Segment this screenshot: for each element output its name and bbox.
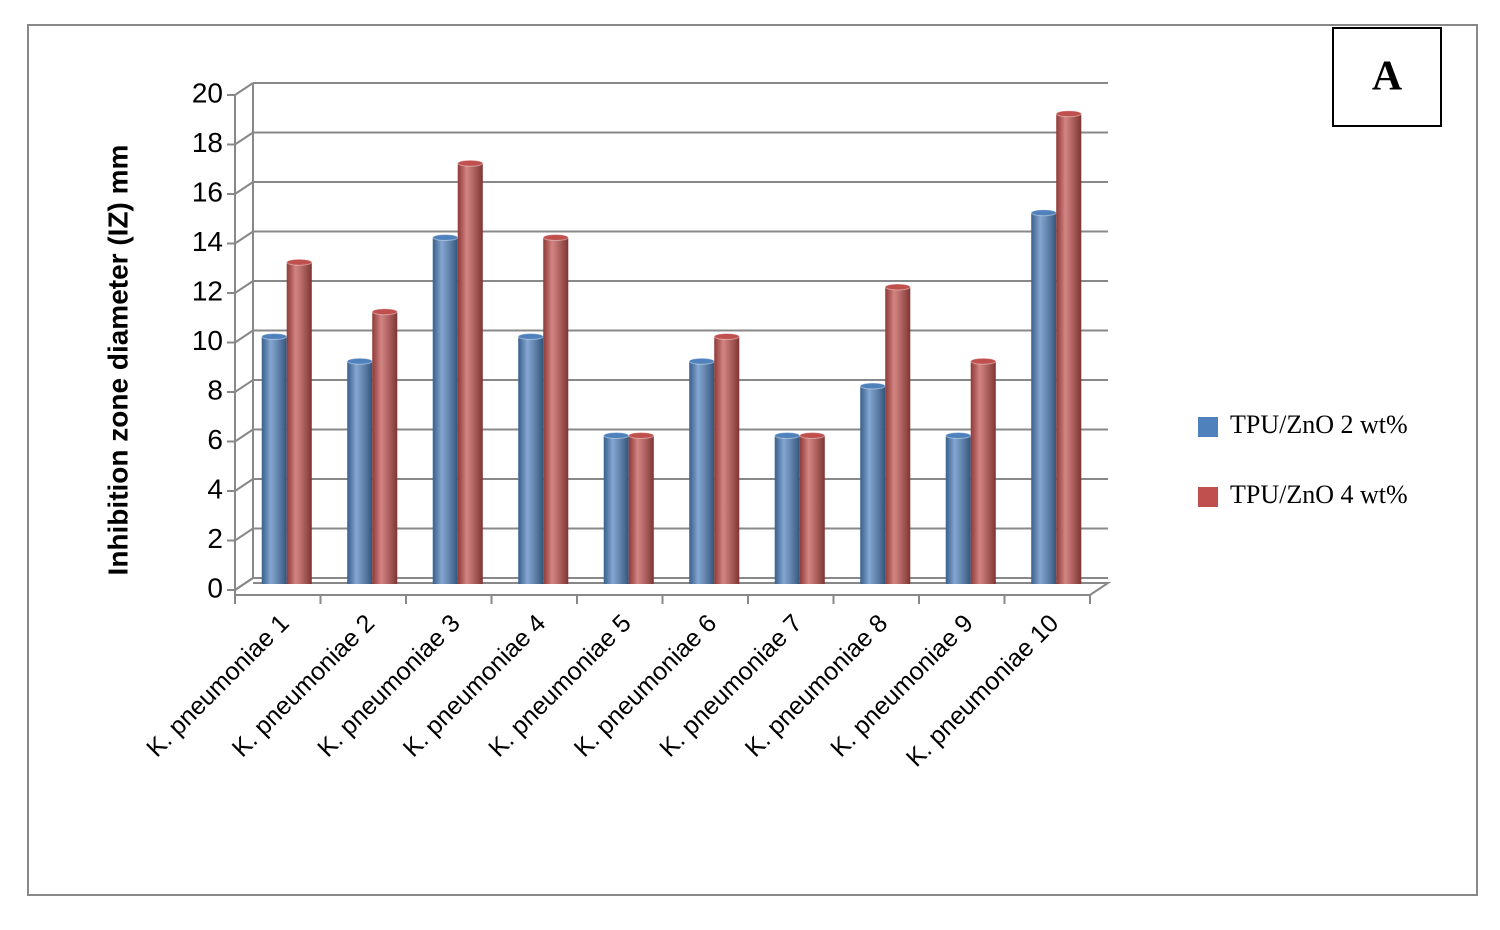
x-tick-label: K. pneumoniae 3: [312, 609, 465, 762]
bar-shade: [518, 336, 544, 584]
y-tick-label: 16: [192, 176, 223, 207]
bar-cap: [346, 357, 373, 365]
x-tick-label: K. pneumoniae 5: [483, 609, 636, 762]
bar-cap: [261, 333, 288, 340]
y-tick-label: 2: [207, 523, 223, 554]
bar-cap: [517, 333, 544, 340]
grid-depth: [234, 131, 254, 146]
bar-cap: [286, 258, 313, 266]
bar-cap: [432, 234, 459, 241]
grid-depth: [234, 527, 254, 542]
x-tick-label: K. pneumoniae 7: [654, 609, 807, 762]
grid-depth: [234, 82, 254, 96]
bar-shade: [372, 311, 398, 584]
y-tick-label: 18: [192, 127, 223, 158]
bar-cap: [542, 234, 569, 241]
bar-cap: [713, 333, 740, 340]
bar-shade: [774, 435, 800, 584]
bar-shade: [432, 237, 458, 584]
legend-label: TPU/ZnO 2 wt%: [1230, 410, 1408, 439]
bar-cap: [688, 357, 715, 365]
legend-swatch: [1198, 417, 1218, 437]
legend-swatch: [1198, 487, 1218, 507]
bar-cap: [628, 432, 655, 439]
bar-shade: [689, 361, 715, 584]
y-tick-label: 20: [192, 77, 223, 108]
floor: [235, 582, 1112, 596]
bar-shade: [1031, 212, 1057, 584]
x-tick-label: K. pneumoniae 2: [227, 609, 380, 762]
bar-shade: [885, 287, 911, 584]
grid-depth: [234, 230, 254, 245]
grid-depth: [234, 329, 254, 344]
panel-box: [1332, 27, 1442, 127]
y-tick-label: 6: [207, 424, 223, 455]
bar-cap: [799, 432, 826, 439]
grid-depth: [234, 428, 254, 443]
bar-shade: [261, 336, 287, 584]
bar-shade: [457, 163, 483, 584]
x-tick-label: K. pneumoniae 6: [569, 609, 722, 762]
bar-shade: [543, 237, 569, 584]
bar-cap: [1030, 209, 1057, 217]
bar-shade: [286, 262, 312, 584]
y-tick-label: 0: [207, 572, 223, 603]
bar-shade: [347, 361, 373, 584]
bar-shade: [799, 435, 825, 584]
bar-cap: [457, 159, 484, 167]
x-tick-label: K. pneumoniae 9: [825, 609, 978, 762]
bar-shade: [714, 336, 740, 584]
bar-cap: [603, 432, 630, 439]
x-tick-label: K. pneumoniae 1: [141, 609, 294, 762]
grid-depth: [234, 181, 254, 195]
bar-cap: [945, 432, 972, 439]
y-tick-label: 14: [192, 226, 223, 257]
bar-shade: [1056, 113, 1082, 584]
y-tick-label: 8: [207, 374, 223, 405]
frame: [27, 24, 1478, 896]
x-tick-label: K. pneumoniae 4: [398, 609, 552, 763]
y-tick-label: 12: [192, 275, 223, 306]
bar-shade: [628, 435, 654, 584]
y-tick-label: 4: [207, 473, 223, 504]
bar-cap: [859, 382, 886, 390]
bar-shade: [860, 386, 886, 584]
grid-depth: [234, 379, 254, 393]
bar-cap: [1055, 110, 1082, 118]
legend-label: TPU/ZnO 4 wt%: [1230, 480, 1408, 509]
bar-cap: [371, 308, 398, 316]
bar-shade: [603, 435, 629, 584]
grid-depth: [234, 577, 254, 591]
bar-cap: [970, 357, 997, 365]
grid-depth: [234, 280, 254, 294]
bar-shade: [945, 435, 971, 584]
y-axis-title: Inhibition zone diameter (IZ) mm: [102, 145, 133, 576]
bar-cap: [774, 432, 801, 439]
bar-cap: [884, 283, 911, 291]
grid-depth: [234, 478, 254, 492]
panel-label: A: [1372, 54, 1403, 100]
x-tick-label: K. pneumoniae 8: [740, 609, 893, 762]
bar-shade: [970, 361, 996, 584]
x-tick-label: K. pneumoniae 10: [901, 609, 1064, 772]
y-tick-label: 10: [192, 325, 223, 356]
